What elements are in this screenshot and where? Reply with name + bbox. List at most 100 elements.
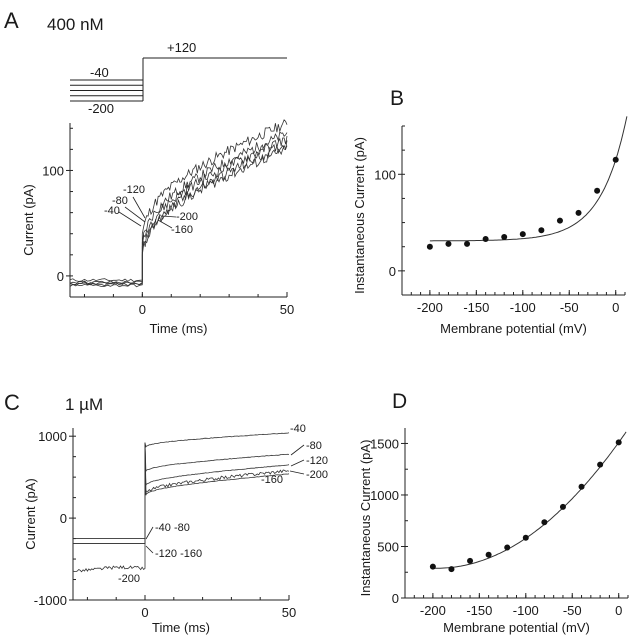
- chart-c: 0 50 -1000 0 1000 Time (ms) Current (pA) -40-80…: [23, 423, 328, 635]
- panel-letter-d: D: [392, 390, 407, 413]
- trace-annotation: -120: [123, 184, 145, 196]
- x-axis-label: Time (ms): [152, 620, 210, 635]
- panel-letter-c: C: [4, 390, 20, 415]
- annotation-arrow: [290, 459, 305, 467]
- data-point: [597, 461, 604, 468]
- trace-annotation: -40: [104, 205, 120, 217]
- y-axis-label: Instantaneous Current (pA): [352, 137, 367, 294]
- data-point: [615, 439, 622, 446]
- y-tick-label: 1000: [370, 488, 399, 503]
- annotation-arrow: [124, 206, 146, 223]
- x-axis-label: Membrane potential (mV): [443, 620, 590, 635]
- x-tick-label: -150: [463, 300, 489, 315]
- trace-annotation: -80: [112, 195, 128, 207]
- x-tick-label: 0: [612, 300, 619, 315]
- x-tick-label: 50: [280, 302, 294, 317]
- trace-annotation: -40 -80: [155, 522, 190, 534]
- x-tick-label: -100: [510, 300, 536, 315]
- annotation-arrow: [118, 211, 142, 227]
- trace-annotation: -200: [118, 573, 140, 585]
- fit-curve: [429, 116, 628, 242]
- data-point: [501, 234, 508, 241]
- panel-a-condition: 400 nM: [47, 15, 104, 34]
- data-point: [467, 557, 474, 564]
- trace-annotation: -80: [306, 440, 322, 452]
- data-point: [464, 240, 471, 247]
- x-tick-label: 0: [615, 603, 622, 618]
- trace-annotation: -200: [176, 211, 198, 223]
- x-tick-label: -100: [513, 603, 539, 618]
- chart-d: -200 -150 -100 -50 0 0 500 1000 1500 Membrane pot…: [358, 428, 629, 635]
- trace-annotation: -40: [290, 423, 306, 435]
- trace-m40: [69, 119, 288, 283]
- annotation-arrow: [145, 545, 154, 554]
- data-point: [485, 551, 492, 558]
- x-tick-label: -200: [420, 603, 446, 618]
- annotation-arrow: [157, 219, 173, 229]
- chart-a: 0 50 0 100 Time (ms) Current (pA) -120-80-40 -2…: [21, 119, 294, 336]
- annotation-arrow: [290, 444, 305, 456]
- data-point: [612, 156, 619, 163]
- y-axis-label: Current (pA): [23, 478, 38, 550]
- annotation-arrow: [161, 215, 177, 218]
- x-tick-label: -200: [417, 300, 443, 315]
- y-tick-label: 0: [57, 269, 64, 284]
- voltage-protocol: -40 -200 +120: [70, 40, 287, 116]
- annotation-arrow: [132, 196, 146, 219]
- x-tick-label: 0: [141, 605, 148, 620]
- y-tick-label: -1000: [34, 593, 67, 608]
- y-tick-label: 100: [374, 167, 396, 182]
- protocol-label-top: -40: [90, 65, 109, 80]
- protocol-label-step: +120: [167, 40, 196, 55]
- data-point: [522, 534, 529, 541]
- x-tick-label: 50: [282, 605, 296, 620]
- data-point: [556, 217, 563, 224]
- chart-b: -200 -150 -100 -50 0 0 100 Membrane potential (…: [352, 116, 628, 336]
- trace-annotation: -160: [261, 474, 283, 486]
- trace-annotation: -120: [306, 455, 328, 467]
- fit-curve: [432, 431, 627, 569]
- data-point: [429, 563, 436, 570]
- protocol-label-bottom: -200: [88, 101, 114, 116]
- x-axis-label: Time (ms): [149, 321, 207, 336]
- data-point: [504, 544, 511, 551]
- trace-m200: [72, 442, 290, 573]
- data-point: [559, 503, 566, 510]
- y-tick-label: 0: [389, 264, 396, 279]
- y-axis-label: Current (pA): [21, 184, 36, 256]
- x-tick-label: -50: [560, 300, 579, 315]
- data-point: [594, 187, 601, 194]
- trace-annotation: -160: [171, 224, 193, 236]
- trace-m200: [69, 140, 288, 288]
- trace-annotation: -120 -160: [155, 548, 202, 560]
- data-point: [448, 566, 455, 573]
- data-point: [575, 209, 582, 216]
- trace-m80: [73, 442, 290, 539]
- data-point: [426, 243, 433, 250]
- panel-letter-b: B: [390, 87, 404, 110]
- y-tick-label: 0: [392, 591, 399, 606]
- y-tick-label: 1500: [370, 436, 399, 451]
- x-tick-label: 0: [139, 302, 146, 317]
- data-point: [538, 227, 545, 234]
- x-tick-label: -50: [563, 603, 582, 618]
- y-tick-label: 1000: [38, 429, 67, 444]
- y-tick-label: 500: [377, 539, 399, 554]
- data-point: [541, 519, 548, 526]
- annotation-arrow: [145, 526, 154, 540]
- x-tick-label: -150: [466, 603, 492, 618]
- data-point: [578, 483, 585, 490]
- y-tick-label: 100: [42, 163, 64, 178]
- data-point: [519, 231, 526, 238]
- annotation-arrow: [289, 470, 305, 475]
- y-tick-label: 0: [60, 511, 67, 526]
- x-axis-label: Membrane potential (mV): [440, 321, 587, 336]
- panel-letter-a: A: [4, 8, 19, 33]
- trace-annotation: -200: [306, 469, 328, 481]
- data-point: [482, 235, 489, 242]
- data-point: [445, 240, 452, 247]
- y-axis-label: Instantaneous Current (pA): [358, 440, 373, 597]
- panel-c-condition: 1 µM: [65, 395, 103, 414]
- trace-m160: [73, 442, 290, 544]
